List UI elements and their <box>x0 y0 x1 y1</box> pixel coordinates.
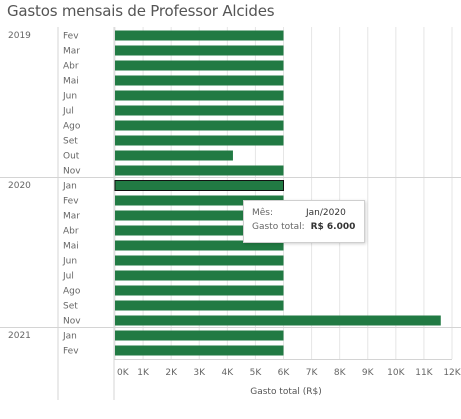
month-label: Jun <box>62 92 77 102</box>
x-tick-label: 0K <box>117 368 130 378</box>
bar[interactable] <box>115 270 284 281</box>
bar[interactable] <box>115 45 284 56</box>
bar[interactable] <box>115 285 284 296</box>
bar[interactable] <box>115 135 284 146</box>
month-label: Mar <box>63 212 80 222</box>
x-tick-label: 2K <box>165 368 178 378</box>
month-label: Jun <box>62 257 77 267</box>
bar[interactable] <box>115 150 233 161</box>
tooltip-month-row: Mês: Jan/2020 <box>252 208 346 218</box>
bar[interactable] <box>115 165 284 176</box>
x-tick-label: 7K <box>306 368 319 378</box>
tooltip: Mês: Jan/2020 Gasto total: R$ 6.000 <box>243 200 365 243</box>
bar[interactable] <box>115 345 284 356</box>
month-label: Nov <box>63 317 81 327</box>
month-label: Set <box>63 137 78 147</box>
month-label: Fev <box>63 347 79 357</box>
x-tick-label: 5K <box>250 368 263 378</box>
bar[interactable] <box>115 60 284 71</box>
bar[interactable] <box>115 225 284 236</box>
x-tick-label: 12K <box>443 368 461 378</box>
grid-layer <box>0 27 461 400</box>
year-label: 2020 <box>8 181 31 191</box>
month-label: Jan <box>62 182 77 192</box>
tooltip-total-label: Gasto total: <box>252 222 305 232</box>
bar[interactable] <box>115 75 284 86</box>
x-tick-label: 4K <box>222 368 235 378</box>
month-label: Nov <box>63 167 81 177</box>
month-label: Out <box>63 152 80 162</box>
bar[interactable] <box>115 300 284 311</box>
month-label: Ago <box>63 287 81 297</box>
month-label: Abr <box>63 227 79 237</box>
bar-highlighted[interactable] <box>114 180 284 191</box>
month-label: Set <box>63 302 78 312</box>
month-label: Mai <box>63 77 79 87</box>
bar[interactable] <box>115 210 284 221</box>
bar[interactable] <box>115 120 284 131</box>
year-label: 2019 <box>8 31 31 41</box>
x-tick-label: 11K <box>415 368 433 378</box>
x-tick-label: 9K <box>362 368 375 378</box>
tooltip-total-row: Gasto total: R$ 6.000 <box>252 222 355 232</box>
month-label: Jan <box>62 332 77 342</box>
x-tick-label: 1K <box>137 368 150 378</box>
x-axis: 0K 1K 2K 3K 4K 5K 6K 7K 8K 9K 10K 11K 12K <box>114 359 461 378</box>
x-tick-label: 8K <box>334 368 347 378</box>
month-label: Ago <box>63 122 81 132</box>
month-label: Fev <box>63 32 79 42</box>
bar[interactable] <box>115 195 284 206</box>
bar[interactable] <box>115 315 441 326</box>
bar[interactable] <box>115 30 284 41</box>
year-label: 2021 <box>8 331 31 341</box>
tooltip-month-label: Mês: <box>252 208 274 218</box>
x-axis-label: Gasto total (R$) <box>250 387 322 397</box>
x-tick-label: 3K <box>193 368 206 378</box>
x-tick-label: 6K <box>278 368 291 378</box>
rows-layer: 2019 Fev Mar Abr Mai Jun Jul Ago Set Out Nov 2020 Ja… <box>8 30 441 357</box>
x-tick-label: 10K <box>387 368 405 378</box>
month-label: Jul <box>62 272 74 282</box>
month-label: Abr <box>63 62 79 72</box>
tooltip-total-value: R$ 6.000 <box>310 222 356 232</box>
bar[interactable] <box>115 330 284 341</box>
month-label: Jul <box>62 107 74 117</box>
bar[interactable] <box>115 105 284 116</box>
tooltip-month-value: Jan/2020 <box>306 208 346 218</box>
month-label: Mai <box>63 242 79 252</box>
month-label: Fev <box>63 197 79 207</box>
chart-title: Gastos mensais de Professor Alcides <box>7 2 275 20</box>
bar[interactable] <box>115 90 284 101</box>
bar[interactable] <box>115 240 284 251</box>
bar[interactable] <box>115 255 284 266</box>
month-label: Mar <box>63 47 80 57</box>
